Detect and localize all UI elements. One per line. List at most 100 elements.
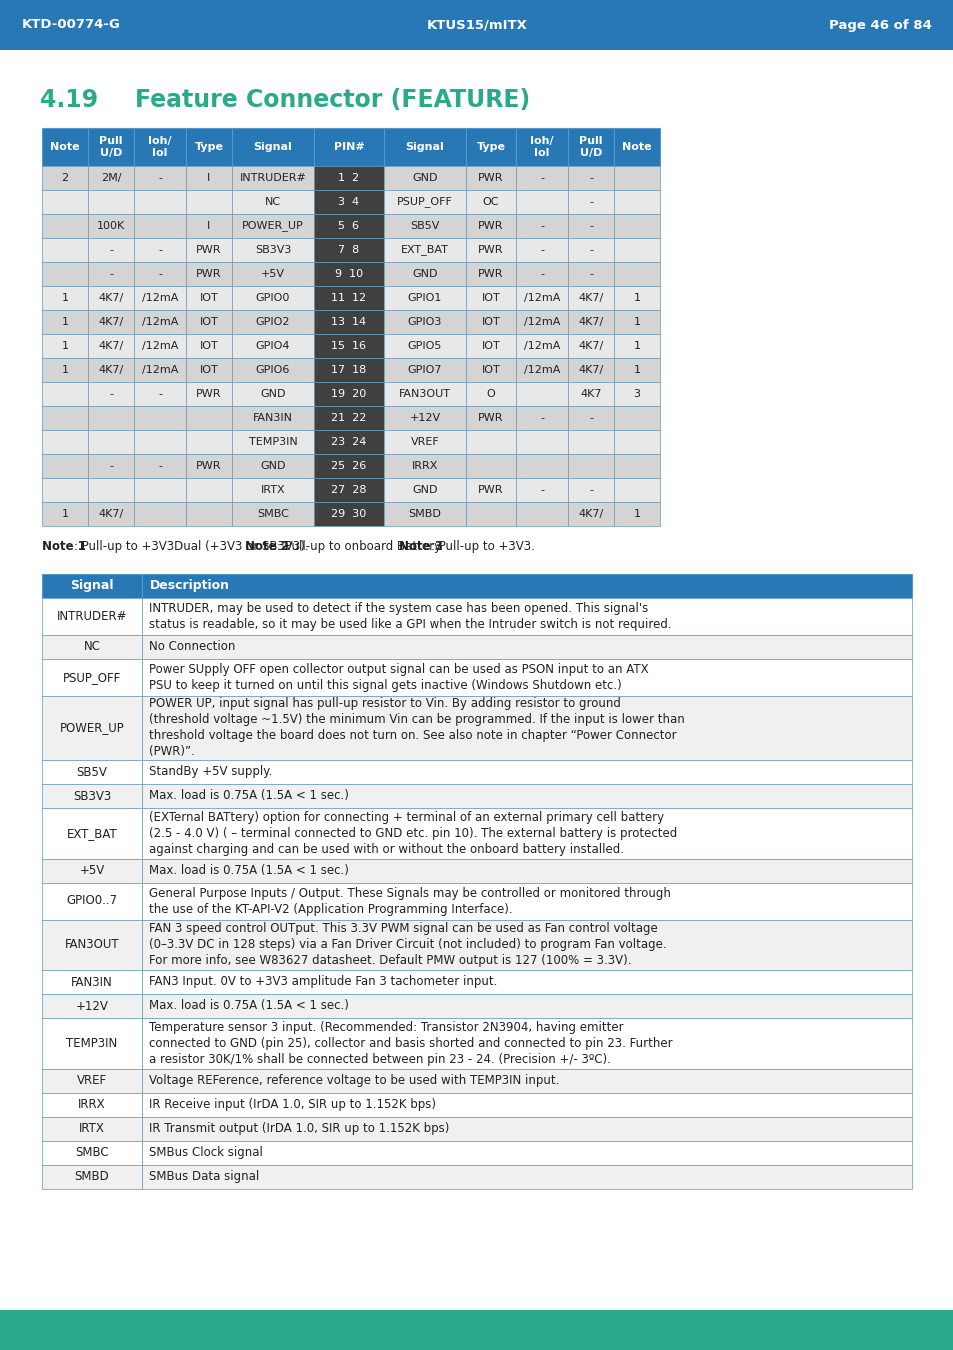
Bar bbox=[567, 454, 614, 478]
Text: GPIO0..7: GPIO0..7 bbox=[67, 895, 117, 907]
Text: -: - bbox=[158, 389, 162, 400]
Text: 4K7/: 4K7/ bbox=[98, 364, 124, 375]
Bar bbox=[314, 502, 384, 526]
Bar bbox=[516, 215, 567, 238]
Text: SMBD: SMBD bbox=[408, 509, 441, 518]
Text: SB3V3: SB3V3 bbox=[72, 790, 111, 802]
Bar bbox=[314, 310, 384, 333]
Bar bbox=[186, 262, 232, 286]
Bar bbox=[567, 358, 614, 382]
Text: 100K: 100K bbox=[97, 221, 125, 231]
Bar bbox=[142, 784, 911, 809]
Text: -: - bbox=[588, 485, 593, 495]
Text: EXT_BAT: EXT_BAT bbox=[67, 826, 117, 840]
Bar bbox=[42, 406, 88, 431]
Text: Pull
U/D: Pull U/D bbox=[99, 136, 123, 158]
Bar bbox=[88, 190, 133, 215]
Bar bbox=[516, 310, 567, 333]
Text: -: - bbox=[539, 269, 543, 279]
Text: PSUP_OFF: PSUP_OFF bbox=[396, 197, 453, 208]
Bar bbox=[133, 128, 186, 166]
Bar bbox=[614, 215, 659, 238]
Bar bbox=[186, 128, 232, 166]
Text: GPIO6: GPIO6 bbox=[255, 364, 290, 375]
Text: 1: 1 bbox=[633, 509, 639, 518]
Bar bbox=[142, 859, 911, 883]
Text: SB3V3: SB3V3 bbox=[254, 244, 291, 255]
Text: 4K7/: 4K7/ bbox=[98, 342, 124, 351]
Bar bbox=[186, 310, 232, 333]
Text: +5V: +5V bbox=[261, 269, 285, 279]
Bar bbox=[614, 333, 659, 358]
Text: -: - bbox=[539, 221, 543, 231]
Text: IOT: IOT bbox=[481, 317, 500, 327]
Text: PWR: PWR bbox=[196, 389, 221, 400]
Bar bbox=[133, 478, 186, 502]
Text: Power SUpply OFF open collector output signal can be used as PSON input to an AT: Power SUpply OFF open collector output s… bbox=[149, 663, 648, 693]
Bar bbox=[232, 310, 314, 333]
Bar bbox=[42, 1018, 142, 1068]
Bar bbox=[42, 784, 142, 809]
Bar bbox=[314, 358, 384, 382]
Bar bbox=[384, 166, 465, 190]
Text: GPIO4: GPIO4 bbox=[255, 342, 290, 351]
Text: Type: Type bbox=[476, 142, 505, 153]
Bar bbox=[465, 262, 516, 286]
Text: SMBus Data signal: SMBus Data signal bbox=[149, 1170, 259, 1183]
Bar bbox=[516, 166, 567, 190]
Bar bbox=[142, 1018, 911, 1068]
Bar bbox=[88, 215, 133, 238]
Bar bbox=[567, 382, 614, 406]
Bar bbox=[142, 883, 911, 919]
Text: POWER_UP: POWER_UP bbox=[242, 220, 304, 231]
Text: 4K7/: 4K7/ bbox=[98, 509, 124, 518]
Text: 3: 3 bbox=[633, 389, 639, 400]
Text: FAN 3 speed control OUTput. This 3.3V PWM signal can be used as Fan control volt: FAN 3 speed control OUTput. This 3.3V PW… bbox=[149, 922, 666, 967]
Bar bbox=[516, 406, 567, 431]
Text: FAN3 Input. 0V to +3V3 amplitude Fan 3 tachometer input.: FAN3 Input. 0V to +3V3 amplitude Fan 3 t… bbox=[149, 976, 497, 988]
Bar bbox=[567, 406, 614, 431]
Bar bbox=[42, 659, 142, 697]
Bar bbox=[88, 431, 133, 454]
Bar bbox=[567, 502, 614, 526]
Text: 1: 1 bbox=[633, 293, 639, 302]
Bar bbox=[88, 238, 133, 262]
Bar bbox=[133, 166, 186, 190]
Bar bbox=[42, 382, 88, 406]
Text: GND: GND bbox=[412, 173, 437, 184]
Bar bbox=[384, 478, 465, 502]
Text: 1: 1 bbox=[633, 342, 639, 351]
Bar bbox=[314, 431, 384, 454]
Bar bbox=[88, 478, 133, 502]
Bar bbox=[614, 190, 659, 215]
Bar bbox=[232, 382, 314, 406]
Text: /12mA: /12mA bbox=[523, 342, 559, 351]
Text: 2M/: 2M/ bbox=[101, 173, 121, 184]
Text: FAN3OUT: FAN3OUT bbox=[398, 389, 451, 400]
Text: IRTX: IRTX bbox=[79, 1122, 105, 1135]
Bar bbox=[186, 382, 232, 406]
Bar bbox=[567, 128, 614, 166]
Bar bbox=[88, 382, 133, 406]
Bar bbox=[88, 166, 133, 190]
Bar bbox=[133, 382, 186, 406]
Bar bbox=[516, 238, 567, 262]
Text: SB5V: SB5V bbox=[76, 765, 108, 779]
Bar bbox=[186, 286, 232, 310]
Text: SB5V: SB5V bbox=[410, 221, 439, 231]
Bar bbox=[142, 1116, 911, 1141]
Text: TEMP3IN: TEMP3IN bbox=[67, 1037, 117, 1050]
Bar bbox=[232, 454, 314, 478]
Bar bbox=[133, 358, 186, 382]
Bar bbox=[42, 697, 142, 760]
Bar bbox=[516, 502, 567, 526]
Bar bbox=[142, 1165, 911, 1188]
Text: 1: 1 bbox=[61, 342, 69, 351]
Text: 2: 2 bbox=[61, 173, 69, 184]
Bar bbox=[314, 128, 384, 166]
Text: 23  24: 23 24 bbox=[331, 437, 366, 447]
Bar bbox=[465, 382, 516, 406]
Bar bbox=[88, 310, 133, 333]
Text: Pull
U/D: Pull U/D bbox=[578, 136, 602, 158]
Text: No Connection: No Connection bbox=[149, 640, 235, 653]
